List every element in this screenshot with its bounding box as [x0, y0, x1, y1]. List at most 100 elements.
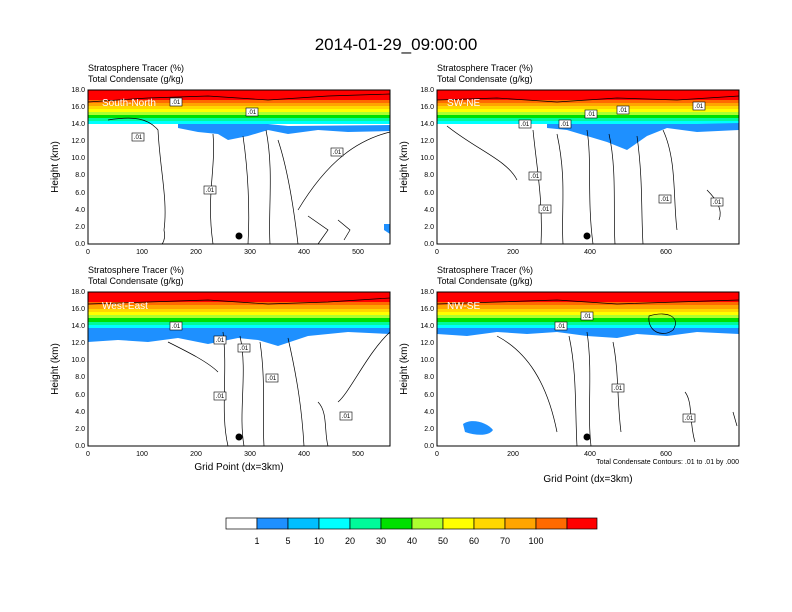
y-tick-label: 0.0 [424, 241, 434, 248]
panel-name: SW-NE [447, 98, 480, 109]
y-tick-label: 14.0 [71, 121, 85, 128]
x-tick-label: 400 [298, 451, 310, 458]
colorbar-swatch [349, 517, 382, 530]
x-tick-label: 600 [660, 451, 672, 458]
colorbar-label: 20 [345, 536, 355, 546]
contour-label: .01 [216, 338, 225, 344]
y-tick-label: 10.0 [420, 155, 434, 162]
y-tick-label: 4.0 [424, 409, 434, 416]
panel-line1: Stratosphere Tracer (%) [437, 63, 533, 73]
panel-south-north: Stratosphere Tracer (%) Total Condensate… [50, 63, 391, 256]
figure-title: 2014-01-29_09:00:00 [315, 35, 478, 54]
panel-sw-ne: Stratosphere Tracer (%) Total Condensate… [399, 63, 740, 256]
colorbar-label: 100 [528, 536, 543, 546]
x-tick-label: 400 [584, 249, 596, 256]
x-tick-label: 0 [86, 451, 90, 458]
x-ticks: 0 100 200 300 400 500 [86, 451, 364, 458]
panel-line1: Stratosphere Tracer (%) [88, 63, 184, 73]
y-tick-label: 6.0 [75, 392, 85, 399]
panel-line2: Total Condensate (g/kg) [437, 74, 533, 84]
colorbar-swatch [256, 517, 289, 530]
colorbar-swatch [287, 517, 320, 530]
x-tick-label: 300 [244, 451, 256, 458]
y-tick-label: 2.0 [75, 224, 85, 231]
contour-label: .01 [661, 197, 670, 203]
colorbar-label: 50 [438, 536, 448, 546]
contour-label: .01 [614, 386, 623, 392]
y-tick-label: 18.0 [420, 289, 434, 296]
x-ticks: 0 200 400 600 [435, 249, 672, 256]
contour-label: .01 [248, 110, 257, 116]
x-tick-label: 200 [190, 249, 202, 256]
contour-label: .01 [561, 122, 570, 128]
colorbar-label: 30 [376, 536, 386, 546]
colorbar-swatch [411, 517, 444, 530]
y-tick-label: 6.0 [424, 190, 434, 197]
colorbar-swatch [566, 517, 598, 530]
colorbar-swatch [535, 517, 568, 530]
contour-footnote: Total Condensate Contours: .01 to .01 by… [596, 459, 739, 466]
y-tick-label: 2.0 [424, 224, 434, 231]
location-marker [235, 232, 243, 240]
colorbar-label: 5 [285, 536, 290, 546]
y-tick-label: 8.0 [424, 374, 434, 381]
y-tick-label: 4.0 [75, 207, 85, 214]
y-tick-label: 8.0 [75, 172, 85, 179]
contour-label: .01 [172, 324, 181, 330]
y-tick-label: 18.0 [71, 289, 85, 296]
contour-label: .01 [216, 394, 225, 400]
x-tick-label: 300 [244, 249, 256, 256]
y-tick-label: 16.0 [420, 104, 434, 111]
colorbar: 1 5 10 20 30 40 50 60 70 100 [225, 517, 598, 546]
y-ticks: 0.0 2.0 4.0 6.0 8.0 10.0 12.0 14.0 16.0 … [420, 289, 434, 450]
y-ticks: 0.0 2.0 4.0 6.0 8.0 10.0 12.0 14.0 16.0 … [71, 87, 85, 248]
panel-nw-se: Stratosphere Tracer (%) Total Condensate… [399, 265, 740, 485]
x-tick-label: 400 [584, 451, 596, 458]
contour-label: .01 [557, 324, 566, 330]
y-tick-label: 8.0 [75, 374, 85, 381]
contour-labels: .01 .01 .01 .01 [554, 311, 696, 423]
y-tick-label: 8.0 [424, 172, 434, 179]
y-ticks: 0.0 2.0 4.0 6.0 8.0 10.0 12.0 14.0 16.0 … [71, 289, 85, 450]
colorbar-swatch [473, 517, 506, 530]
y-tick-label: 6.0 [75, 190, 85, 197]
colorbar-swatch [380, 517, 413, 530]
x-tick-label: 100 [136, 451, 148, 458]
contour-label: .01 [206, 188, 215, 194]
x-tick-label: 0 [435, 249, 439, 256]
panel-west-east: Stratosphere Tracer (%) Total Condensate… [50, 265, 391, 473]
contour-label: .01 [695, 104, 704, 110]
y-tick-label: 10.0 [420, 357, 434, 364]
x-ticks: 0 200 400 600 [435, 451, 672, 458]
colorbar-label: 10 [314, 536, 324, 546]
panel-name: West-East [102, 301, 148, 312]
y-tick-label: 16.0 [420, 306, 434, 313]
x-tick-label: 0 [86, 249, 90, 256]
y-tick-label: 0.0 [424, 443, 434, 450]
panel-line2: Total Condensate (g/kg) [437, 276, 533, 286]
y-tick-label: 12.0 [71, 138, 85, 145]
contour-label: .01 [541, 207, 550, 213]
x-tick-label: 500 [352, 451, 364, 458]
x-tick-label: 400 [298, 249, 310, 256]
contour-labels: .01 .01 .01 .01 .01 [131, 97, 344, 195]
panel-line1: Stratosphere Tracer (%) [88, 265, 184, 275]
y-tick-label: 18.0 [420, 87, 434, 94]
location-marker [235, 433, 243, 441]
contour-label: .01 [172, 100, 181, 106]
y-tick-label: 2.0 [424, 426, 434, 433]
x-tick-label: 100 [136, 249, 148, 256]
contour-label: .01 [713, 200, 722, 206]
x-tick-label: 200 [190, 451, 202, 458]
x-axis-label: Grid Point (dx=3km) [543, 474, 632, 485]
y-tick-label: 12.0 [420, 138, 434, 145]
contour-label: .01 [521, 122, 530, 128]
y-tick-label: 4.0 [75, 409, 85, 416]
contour-label: .01 [134, 135, 143, 141]
y-tick-label: 14.0 [420, 323, 434, 330]
x-tick-label: 200 [507, 451, 519, 458]
panel-name: NW-SE [447, 301, 480, 312]
y-tick-label: 18.0 [71, 87, 85, 94]
colorbar-swatch [504, 517, 537, 530]
y-axis-label: Height (km) [50, 343, 61, 395]
